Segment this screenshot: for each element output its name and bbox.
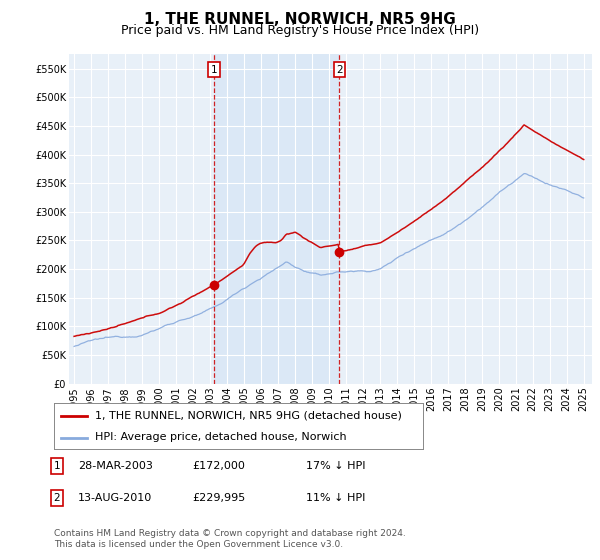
Text: 28-MAR-2003: 28-MAR-2003 [78,461,153,471]
Text: Price paid vs. HM Land Registry's House Price Index (HPI): Price paid vs. HM Land Registry's House … [121,24,479,36]
Text: 1, THE RUNNEL, NORWICH, NR5 9HG: 1, THE RUNNEL, NORWICH, NR5 9HG [144,12,456,27]
Text: £172,000: £172,000 [192,461,245,471]
Text: 11% ↓ HPI: 11% ↓ HPI [306,493,365,503]
Text: £229,995: £229,995 [192,493,245,503]
Text: 13-AUG-2010: 13-AUG-2010 [78,493,152,503]
Text: HPI: Average price, detached house, Norwich: HPI: Average price, detached house, Norw… [95,432,346,442]
Text: 2: 2 [336,65,343,75]
Text: 1: 1 [53,461,61,471]
Text: 1, THE RUNNEL, NORWICH, NR5 9HG (detached house): 1, THE RUNNEL, NORWICH, NR5 9HG (detache… [95,410,401,421]
Text: 1: 1 [211,65,217,75]
Bar [214,54,340,384]
Text: Contains HM Land Registry data © Crown copyright and database right 2024.
This d: Contains HM Land Registry data © Crown c… [54,529,406,549]
Text: 2: 2 [53,493,61,503]
Text: 17% ↓ HPI: 17% ↓ HPI [306,461,365,471]
